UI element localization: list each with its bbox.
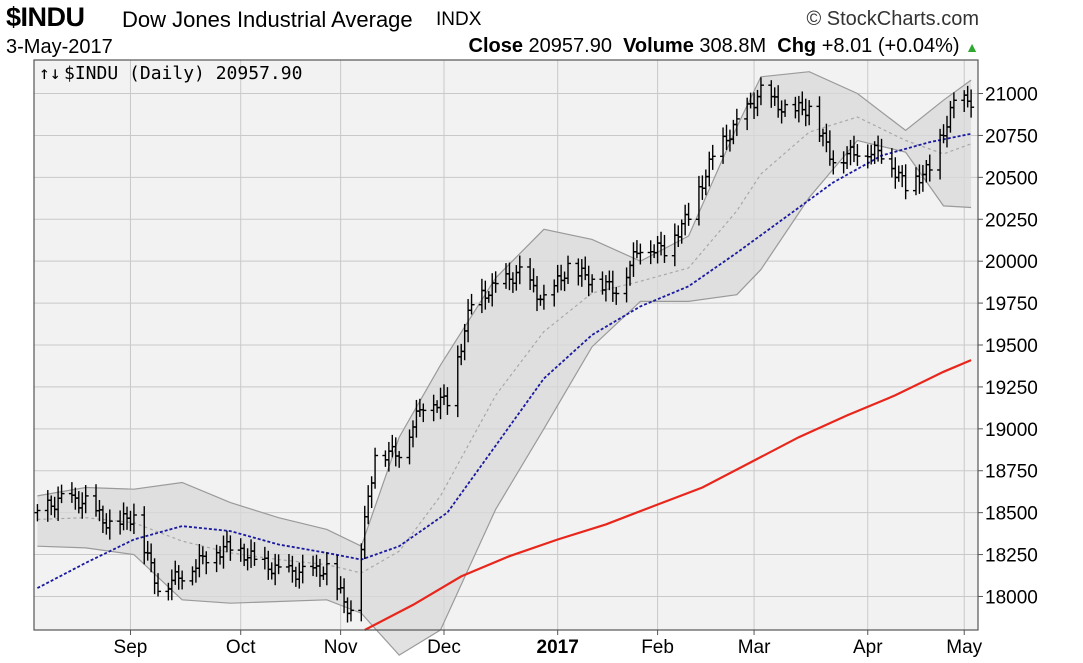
x-axis: Sep Oct Nov Dec 2017 Feb Mar Apr May bbox=[114, 630, 983, 658]
chart-date: 3-May-2017 bbox=[6, 36, 113, 58]
price-bar bbox=[540, 284, 547, 310]
y-tick-label: 18750 bbox=[985, 462, 1038, 483]
close-value: 20957.90 bbox=[528, 35, 612, 57]
price-bar bbox=[950, 92, 957, 119]
y-tick-label: 18000 bbox=[985, 587, 1038, 608]
price-bar bbox=[926, 154, 933, 182]
bollinger-band-fill bbox=[37, 71, 972, 656]
y-tick-label: 19500 bbox=[985, 336, 1038, 357]
price-bar bbox=[902, 164, 909, 200]
price-bar bbox=[251, 542, 258, 566]
x-tick-label: Dec bbox=[427, 637, 461, 658]
x-tick-label: Feb bbox=[641, 637, 674, 658]
price-bar bbox=[613, 286, 620, 305]
x-tick-label: Mar bbox=[738, 637, 771, 658]
price-bar bbox=[782, 99, 789, 117]
price-bar bbox=[444, 387, 451, 415]
x-tick-label: Sep bbox=[114, 637, 148, 658]
price-bar bbox=[275, 554, 282, 575]
price-bar bbox=[372, 447, 379, 489]
price-bar bbox=[299, 554, 306, 584]
y-tick-label: 19000 bbox=[985, 420, 1038, 441]
source-credit: © StockCharts.com bbox=[806, 8, 979, 30]
price-bar bbox=[58, 484, 65, 504]
price-bar bbox=[637, 243, 644, 265]
price-bar bbox=[82, 485, 89, 514]
price-bars bbox=[34, 77, 975, 623]
price-bar bbox=[733, 108, 740, 137]
sma50-line bbox=[36, 132, 972, 589]
chg-value: +8.01 (+0.04%) bbox=[821, 35, 960, 57]
y-tick-label: 20250 bbox=[985, 210, 1038, 231]
legend: ↑↓ $INDU (Daily) 20957.90 bbox=[39, 63, 302, 84]
x-tick-label: Oct bbox=[226, 637, 256, 658]
symbol-title: $INDU bbox=[6, 2, 85, 32]
company-name: Dow Jones Industrial Average bbox=[122, 7, 413, 32]
price-bar bbox=[323, 552, 330, 586]
price-bar bbox=[155, 573, 162, 597]
y-tick-label: 18500 bbox=[985, 504, 1038, 525]
x-tick-label: Apr bbox=[853, 637, 883, 658]
close-label: Close bbox=[468, 35, 523, 57]
up-arrow-icon: ▲ bbox=[965, 39, 979, 55]
price-bar bbox=[709, 144, 716, 170]
price-bar bbox=[968, 89, 975, 118]
sma200-line bbox=[364, 359, 972, 631]
y-tick-label: 19250 bbox=[985, 378, 1038, 399]
volume-label: Volume bbox=[623, 35, 694, 57]
y-tick-label: 19750 bbox=[985, 294, 1038, 315]
price-bar bbox=[347, 600, 354, 622]
y-tick-label: 20750 bbox=[985, 126, 1038, 147]
price-bar bbox=[565, 255, 572, 285]
y-tick-label: 18250 bbox=[985, 546, 1038, 567]
price-bar bbox=[589, 274, 596, 293]
volume-value: 308.8M bbox=[699, 35, 767, 57]
price-bar bbox=[130, 503, 137, 534]
y-tick-label: 21000 bbox=[985, 85, 1038, 106]
price-bar bbox=[106, 509, 113, 540]
price-bar bbox=[203, 551, 210, 575]
price-bar bbox=[492, 271, 499, 293]
chg-label: Chg bbox=[777, 35, 817, 57]
up-down-arrows-icon: ↑↓ bbox=[39, 63, 61, 84]
price-bar bbox=[396, 451, 403, 468]
x-tick-label: 2017 bbox=[537, 637, 579, 658]
price-bar bbox=[878, 138, 885, 164]
x-tick-label: Nov bbox=[324, 637, 358, 658]
exchange-label: INDX bbox=[436, 9, 482, 30]
x-tick-label: May bbox=[946, 637, 982, 658]
bollinger-upper-line bbox=[37, 71, 972, 548]
y-tick-label: 20000 bbox=[985, 252, 1038, 273]
price-bar bbox=[685, 202, 692, 226]
price-bar bbox=[806, 100, 813, 126]
price-bar bbox=[420, 403, 427, 423]
price-bar bbox=[854, 144, 861, 166]
price-bar bbox=[661, 234, 668, 263]
price-bar bbox=[227, 535, 234, 561]
legend-label: $INDU (Daily) 20957.90 bbox=[64, 63, 302, 84]
y-axis: 18000 18250 18500 18750 19000 19250 19500 19750… bbox=[978, 85, 1038, 608]
price-bar bbox=[468, 293, 475, 315]
price-bar bbox=[757, 77, 764, 106]
price-bar bbox=[830, 150, 837, 175]
price-bar bbox=[34, 504, 41, 522]
price-bar bbox=[179, 570, 186, 590]
stats-bar: Close 20957.90 Volume 308.8M Chg +8.01 (… bbox=[469, 35, 980, 58]
price-bar bbox=[516, 255, 523, 285]
y-tick-label: 20500 bbox=[985, 168, 1038, 189]
